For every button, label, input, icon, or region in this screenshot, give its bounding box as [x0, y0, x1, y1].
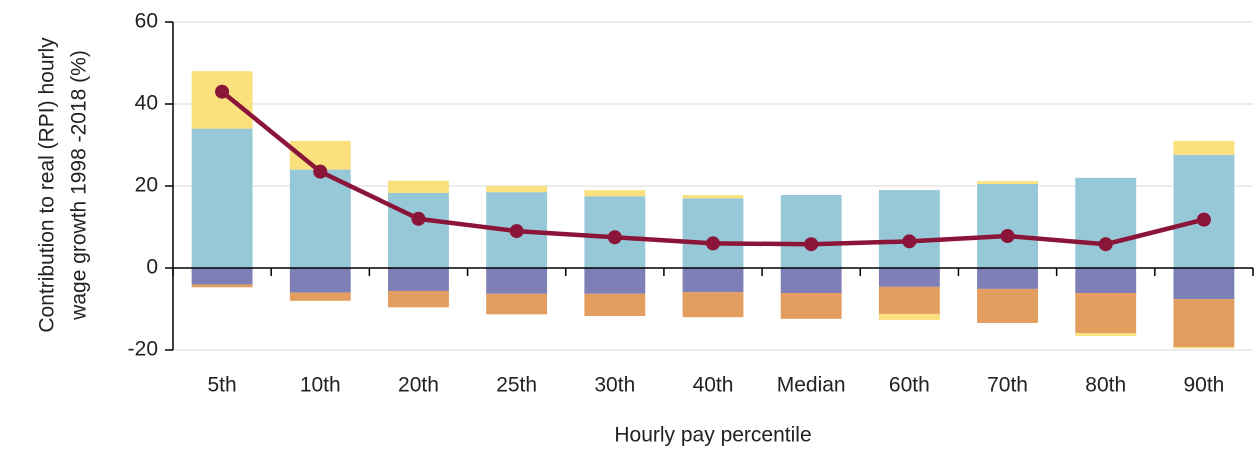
bar-segment	[191, 284, 253, 288]
bar-segment	[388, 180, 449, 193]
bar-segment	[780, 195, 842, 268]
bar-segment	[1173, 299, 1235, 348]
x-tick-label: 20th	[398, 374, 439, 397]
bar-segment	[486, 268, 548, 294]
bar-segment	[977, 183, 1038, 268]
bar-segment	[977, 268, 1038, 289]
bar-segment	[682, 268, 744, 293]
line-point	[1098, 237, 1113, 252]
bar-segment	[1075, 293, 1137, 334]
line-point	[509, 224, 524, 239]
bar-segment	[682, 195, 744, 199]
bar-segment	[486, 186, 548, 193]
y-axis-label: Contribution to real (RPI) hourly	[36, 37, 59, 333]
bar-segment	[682, 292, 744, 318]
bar-segment	[1173, 347, 1235, 349]
line-point	[1196, 212, 1211, 227]
line-point	[313, 164, 328, 179]
x-tick-label: Median	[777, 374, 846, 397]
y-tick-label: 20	[135, 174, 158, 197]
bar-segment	[977, 288, 1038, 323]
x-tick-label: 60th	[889, 374, 930, 397]
bar-segment	[682, 198, 744, 268]
bar-segment	[878, 268, 940, 287]
bar-segment	[878, 286, 940, 314]
bar-segment	[289, 292, 351, 301]
x-tick-label: 80th	[1085, 374, 1126, 397]
bar-segment	[1173, 140, 1235, 155]
bar-segment	[191, 128, 253, 268]
bar-segment	[1075, 268, 1137, 294]
y-tick-label: 40	[135, 92, 158, 115]
bar-segment	[388, 290, 449, 308]
bar-segment	[584, 268, 646, 294]
bar-segment	[388, 268, 449, 291]
x-tick-label: 10th	[300, 374, 341, 397]
bar-segment	[1075, 333, 1137, 337]
x-tick-label: 30th	[594, 374, 635, 397]
line-point	[1000, 229, 1015, 244]
bar-segment	[878, 190, 940, 268]
x-tick-label: 70th	[987, 374, 1028, 397]
y-tick-label: -20	[128, 338, 158, 361]
x-axis-label: Hourly pay percentile	[614, 424, 811, 447]
bar-segment	[1173, 268, 1235, 300]
bar-segment	[486, 293, 548, 315]
bar-segment	[1075, 177, 1137, 268]
line-point	[902, 234, 917, 249]
bar-segment	[780, 268, 842, 294]
line-point	[607, 230, 622, 245]
bar-segment	[780, 293, 842, 319]
x-tick-label: 40th	[693, 374, 734, 397]
bar-segment	[584, 190, 646, 197]
x-tick-label: 90th	[1183, 374, 1224, 397]
bar-segment	[191, 268, 253, 285]
bar-segment	[289, 169, 351, 268]
line-point	[215, 84, 230, 99]
bar-segment	[584, 293, 646, 316]
line-point	[804, 237, 819, 252]
bar-segment	[1173, 154, 1235, 268]
bar-segment	[191, 71, 253, 129]
line-point	[706, 236, 720, 251]
y-tick-label: 0	[146, 256, 158, 279]
bar-segment	[878, 313, 940, 321]
y-tick-label: 60	[135, 10, 158, 33]
bar-segment	[289, 268, 351, 293]
x-tick-label: 5th	[207, 374, 236, 397]
x-tick-label: 25th	[496, 374, 537, 397]
bar-segment	[388, 192, 449, 268]
bar-segment	[977, 181, 1038, 184]
y-axis-label: wage growth 1998 -2018 (%)	[68, 50, 91, 321]
line-point	[411, 211, 426, 226]
